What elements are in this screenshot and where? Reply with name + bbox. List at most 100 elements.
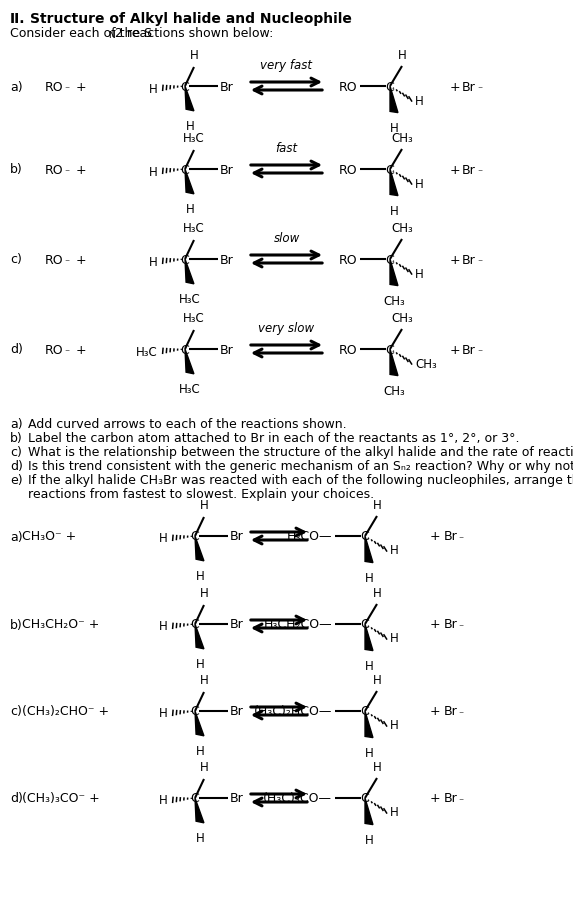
Text: ⁻: ⁻ <box>458 622 463 632</box>
Text: H: H <box>159 620 168 633</box>
Text: Br: Br <box>230 704 244 718</box>
Text: CH₃: CH₃ <box>391 132 413 145</box>
Text: C: C <box>360 792 370 805</box>
Text: H: H <box>398 49 406 62</box>
Text: +: + <box>76 253 87 266</box>
Polygon shape <box>365 711 373 738</box>
Text: ⁻: ⁻ <box>458 796 463 806</box>
Text: RO: RO <box>45 253 64 266</box>
Text: a): a) <box>10 418 22 430</box>
Text: Br: Br <box>220 343 234 356</box>
Text: Br: Br <box>462 343 476 356</box>
Polygon shape <box>195 624 204 649</box>
Text: +: + <box>430 618 441 630</box>
Text: C: C <box>180 163 189 176</box>
Text: H: H <box>195 744 205 757</box>
Text: Br: Br <box>444 792 458 805</box>
Text: b): b) <box>10 618 23 630</box>
Text: H: H <box>415 178 424 190</box>
Text: Br: Br <box>444 529 458 543</box>
Text: H₃C: H₃C <box>136 345 158 358</box>
Text: slow: slow <box>273 232 300 244</box>
Text: RO: RO <box>45 163 64 176</box>
Polygon shape <box>390 260 398 286</box>
Text: H₃CH₂CO—: H₃CH₂CO— <box>264 618 332 630</box>
Text: +: + <box>450 80 461 94</box>
Text: CH₃: CH₃ <box>415 357 437 370</box>
Text: CH₃O⁻ +: CH₃O⁻ + <box>22 529 76 543</box>
Text: ⁻: ⁻ <box>477 347 482 357</box>
Polygon shape <box>390 87 398 114</box>
Text: Label the carbon atom attached to Br in each of the reactants as 1°, 2°, or 3°.: Label the carbon atom attached to Br in … <box>28 431 520 445</box>
Polygon shape <box>365 798 373 824</box>
Text: RO: RO <box>45 343 64 356</box>
Text: H₃C: H₃C <box>183 312 205 325</box>
Text: H: H <box>195 831 205 844</box>
Polygon shape <box>365 624 373 651</box>
Text: H: H <box>390 544 399 557</box>
Text: c): c) <box>10 446 22 458</box>
Text: d): d) <box>10 343 23 356</box>
Text: H: H <box>390 631 399 645</box>
Polygon shape <box>185 260 194 284</box>
Text: H: H <box>364 571 374 584</box>
Text: ⁻: ⁻ <box>64 258 69 268</box>
Text: RO: RO <box>339 80 357 94</box>
Text: CH₃: CH₃ <box>383 295 405 308</box>
Text: CH₃: CH₃ <box>383 384 405 398</box>
Text: CH₃: CH₃ <box>391 312 413 325</box>
Text: Br: Br <box>462 163 476 176</box>
Text: Br: Br <box>230 529 244 543</box>
Text: H: H <box>199 760 209 773</box>
Text: H: H <box>364 746 374 759</box>
Text: ⁻: ⁻ <box>64 85 69 95</box>
Polygon shape <box>195 711 204 736</box>
Text: RO: RO <box>339 253 357 266</box>
Text: Br: Br <box>444 618 458 630</box>
Text: C: C <box>360 618 370 630</box>
Text: C: C <box>360 704 370 718</box>
Text: ⁻: ⁻ <box>477 258 482 268</box>
Text: c): c) <box>10 704 22 718</box>
Text: N: N <box>108 31 115 40</box>
Text: H: H <box>149 82 158 96</box>
Text: C: C <box>360 529 370 543</box>
Text: Consider each of the S: Consider each of the S <box>10 27 152 40</box>
Text: Structure of Alkyl halide and Nucleophile: Structure of Alkyl halide and Nucleophil… <box>30 12 352 26</box>
Text: H: H <box>372 499 382 511</box>
Text: C: C <box>180 253 189 266</box>
Text: H: H <box>415 95 424 107</box>
Polygon shape <box>195 537 204 561</box>
Text: b): b) <box>10 163 23 176</box>
Text: RO: RO <box>45 80 64 94</box>
Text: C: C <box>191 704 199 718</box>
Text: e): e) <box>10 474 22 486</box>
Text: +: + <box>450 343 461 356</box>
Text: H: H <box>195 658 205 670</box>
Polygon shape <box>185 87 194 112</box>
Text: H: H <box>186 203 194 216</box>
Text: If the alkyl halide CH₃Br was reacted with each of the following nucleophiles, a: If the alkyl halide CH₃Br was reacted wi… <box>28 474 573 486</box>
Text: Br: Br <box>444 704 458 718</box>
Text: +: + <box>430 792 441 805</box>
Polygon shape <box>365 537 373 563</box>
Text: H₃C: H₃C <box>183 222 205 235</box>
Text: (CH₃)₂CHO⁻ +: (CH₃)₂CHO⁻ + <box>22 704 109 718</box>
Text: H: H <box>199 586 209 599</box>
Text: ⁻: ⁻ <box>477 85 482 95</box>
Text: H₃C: H₃C <box>183 132 205 145</box>
Text: C: C <box>386 253 394 266</box>
Text: Br: Br <box>230 792 244 805</box>
Text: H: H <box>364 833 374 846</box>
Text: C: C <box>180 343 189 356</box>
Text: +: + <box>76 163 87 176</box>
Text: H₃C: H₃C <box>179 292 201 306</box>
Text: C: C <box>191 618 199 630</box>
Text: H: H <box>190 49 198 62</box>
Text: H: H <box>186 120 194 133</box>
Text: Br: Br <box>230 618 244 630</box>
Text: (H₃C)₂HCO—: (H₃C)₂HCO— <box>254 704 332 718</box>
Text: H₃CO—: H₃CO— <box>286 529 332 543</box>
Text: +: + <box>450 253 461 266</box>
Text: H: H <box>390 205 398 217</box>
